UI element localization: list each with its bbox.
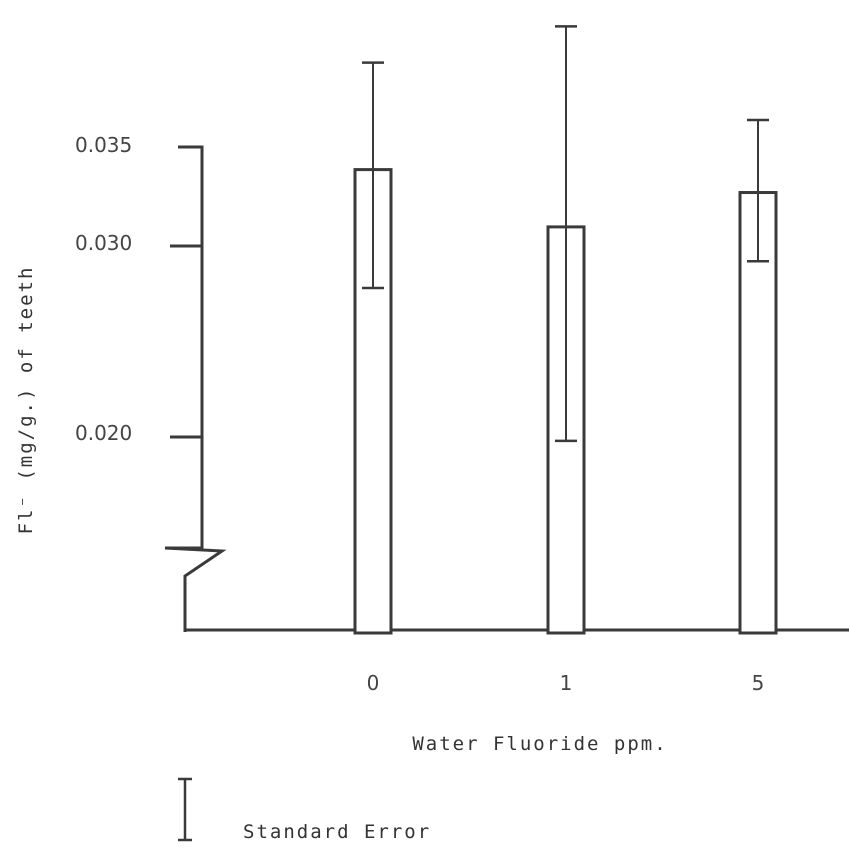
y-tick-label-1: 0.030 (75, 231, 132, 255)
x-tick-label-1: 1 (560, 671, 573, 695)
y-axis-label: Fl⁻ (mg/g.) of teeth (15, 266, 37, 535)
x-tick-label-2: 5 (752, 671, 765, 695)
legend: Standard Error (178, 777, 431, 843)
y-tick-label-0: 0.035 (75, 133, 132, 157)
x-axis-label: Water Fluoride ppm. (412, 733, 667, 755)
y-tick-label-2: 0.020 (75, 421, 132, 445)
y-axis (164, 145, 227, 632)
x-tick-label-0: 0 (367, 671, 380, 695)
legend-label: Standard Error (243, 821, 431, 843)
